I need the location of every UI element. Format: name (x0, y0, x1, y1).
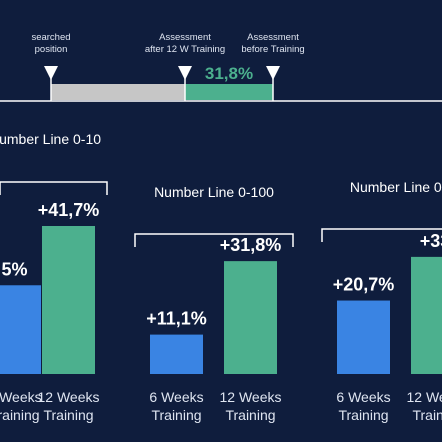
marker-before-training-label: Assessment before Training (241, 32, 304, 55)
bar-category-label-1-0: 6 Weeks Training (149, 389, 203, 423)
bar-2-1 (411, 256, 442, 374)
marker-before-training-triangle (266, 66, 280, 80)
group-bracket-1 (134, 233, 294, 247)
bar-category-label-2-0: 6 Weeks Training (336, 389, 390, 423)
bar-value-label-1-0: +11,1% (146, 309, 207, 329)
gap-segment (51, 84, 185, 100)
marker-searched-label: searched position (31, 32, 70, 55)
bar-value-label-1-1: +31,8% (220, 235, 282, 255)
marker-searched-triangle (44, 66, 58, 80)
bar-value-label-0-1: +41,7% (38, 200, 100, 220)
bar-category-label-1-1: 12 Weeks Training (220, 389, 282, 423)
bar-value-label-2-0: +20,7% (333, 275, 395, 295)
bar-value-label-2-1: +33, (420, 231, 442, 251)
improvement-segment (185, 84, 273, 100)
marker-after-training-triangle (178, 66, 192, 80)
difference-label: 31,8% (205, 64, 253, 83)
group-bracket-2 (321, 228, 442, 242)
group-title-0: Number Line 0-10 (0, 131, 101, 147)
bar-category-label-0-1: 12 Weeks Training (38, 389, 100, 423)
bar-0-0 (0, 285, 41, 374)
marker-after-training-label: Assessment after 12 W Training (145, 32, 225, 55)
bar-2-0 (337, 300, 390, 374)
group-bracket-0 (0, 181, 108, 195)
bar-1-1 (224, 261, 277, 374)
bar-value-label-0-0: 5% (1, 259, 27, 279)
group-title-2: Number Line 0-1 (350, 179, 442, 195)
bar-1-0 (150, 334, 203, 374)
bar-0-1 (42, 226, 95, 374)
group-title-1: Number Line 0-100 (154, 184, 274, 200)
